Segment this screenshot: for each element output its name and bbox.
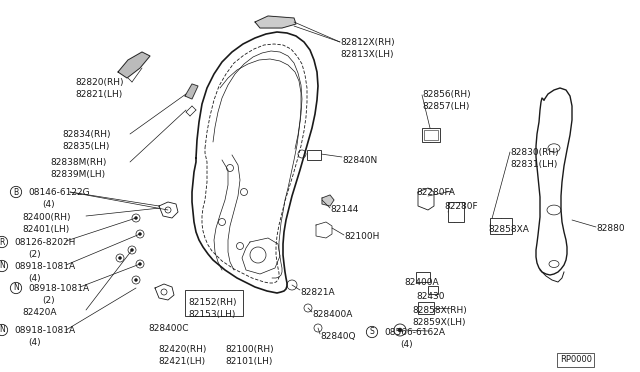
Text: (4): (4): [28, 274, 40, 283]
Bar: [424, 130, 438, 140]
Text: 82831(LH): 82831(LH): [510, 160, 557, 169]
Text: 82835(LH): 82835(LH): [62, 142, 109, 151]
Text: 82820(RH): 82820(RH): [75, 78, 124, 87]
Text: 82858XA: 82858XA: [488, 225, 529, 234]
Text: 82821(LH): 82821(LH): [75, 90, 122, 99]
Polygon shape: [118, 52, 150, 78]
Text: 82858X(RH): 82858X(RH): [412, 306, 467, 315]
Text: RP0000: RP0000: [560, 355, 592, 364]
Text: 82100H: 82100H: [344, 232, 380, 241]
Bar: [416, 272, 430, 282]
Circle shape: [138, 232, 141, 235]
Text: 82880: 82880: [596, 224, 625, 233]
Bar: [307, 150, 321, 160]
Polygon shape: [185, 84, 198, 99]
Text: 82144: 82144: [330, 205, 358, 214]
Text: 82821A: 82821A: [300, 288, 335, 297]
Bar: [418, 302, 434, 314]
Text: 82152(RH): 82152(RH): [188, 298, 237, 307]
Text: N: N: [0, 326, 5, 334]
Text: 82839M(LH): 82839M(LH): [50, 170, 105, 179]
Text: 82834(RH): 82834(RH): [62, 130, 111, 139]
Text: 828400A: 828400A: [312, 310, 353, 319]
Text: 82838M(RH): 82838M(RH): [50, 158, 106, 167]
Polygon shape: [322, 195, 334, 206]
Circle shape: [131, 248, 134, 251]
Text: 08918-1081A: 08918-1081A: [14, 326, 75, 335]
Text: 08146-6122G: 08146-6122G: [28, 188, 90, 197]
Text: N: N: [0, 262, 5, 270]
Text: 828400C: 828400C: [148, 324, 189, 333]
Circle shape: [398, 328, 402, 332]
Text: 82420A: 82420A: [22, 308, 56, 317]
Text: 82280FA: 82280FA: [416, 188, 455, 197]
Text: N: N: [13, 283, 19, 292]
Text: (2): (2): [42, 296, 54, 305]
Polygon shape: [255, 16, 296, 28]
Text: S: S: [370, 327, 374, 337]
Text: 82813X(LH): 82813X(LH): [340, 50, 394, 59]
Text: 82421(LH): 82421(LH): [158, 357, 205, 366]
Text: 08918-1081A: 08918-1081A: [28, 284, 89, 293]
Text: 82100(RH): 82100(RH): [225, 345, 274, 354]
Text: (2): (2): [28, 250, 40, 259]
Text: 82400A: 82400A: [404, 278, 438, 287]
Text: 82280F: 82280F: [444, 202, 477, 211]
Circle shape: [134, 279, 138, 282]
Text: 82153(LH): 82153(LH): [188, 310, 236, 319]
Text: 82401(LH): 82401(LH): [22, 225, 69, 234]
Text: 82400(RH): 82400(RH): [22, 213, 70, 222]
Text: (4): (4): [28, 338, 40, 347]
Text: (4): (4): [42, 200, 54, 209]
Text: R: R: [0, 237, 4, 247]
Ellipse shape: [549, 260, 559, 267]
Text: 82430: 82430: [416, 292, 445, 301]
Text: (4): (4): [400, 340, 413, 349]
Text: 82859X(LH): 82859X(LH): [412, 318, 465, 327]
Bar: [185, 290, 243, 316]
Text: B: B: [13, 187, 19, 196]
Bar: [490, 218, 512, 234]
Circle shape: [118, 257, 122, 260]
Text: 08126-8202H: 08126-8202H: [14, 238, 76, 247]
Bar: [422, 128, 440, 142]
Ellipse shape: [547, 205, 561, 215]
Circle shape: [134, 217, 138, 219]
Bar: [448, 202, 464, 222]
Text: 08918-1081A: 08918-1081A: [14, 262, 75, 271]
Ellipse shape: [548, 144, 560, 152]
Text: 82856(RH): 82856(RH): [422, 90, 470, 99]
Text: 82857(LH): 82857(LH): [422, 102, 469, 111]
Text: 82101(LH): 82101(LH): [225, 357, 273, 366]
Bar: [428, 286, 438, 294]
Text: 08566-6162A: 08566-6162A: [384, 328, 445, 337]
Text: 82420(RH): 82420(RH): [158, 345, 206, 354]
Text: 82812X(RH): 82812X(RH): [340, 38, 395, 47]
Circle shape: [138, 263, 141, 266]
Text: 82840N: 82840N: [342, 156, 377, 165]
Text: 82840Q: 82840Q: [320, 332, 355, 341]
Text: 82830(RH): 82830(RH): [510, 148, 559, 157]
